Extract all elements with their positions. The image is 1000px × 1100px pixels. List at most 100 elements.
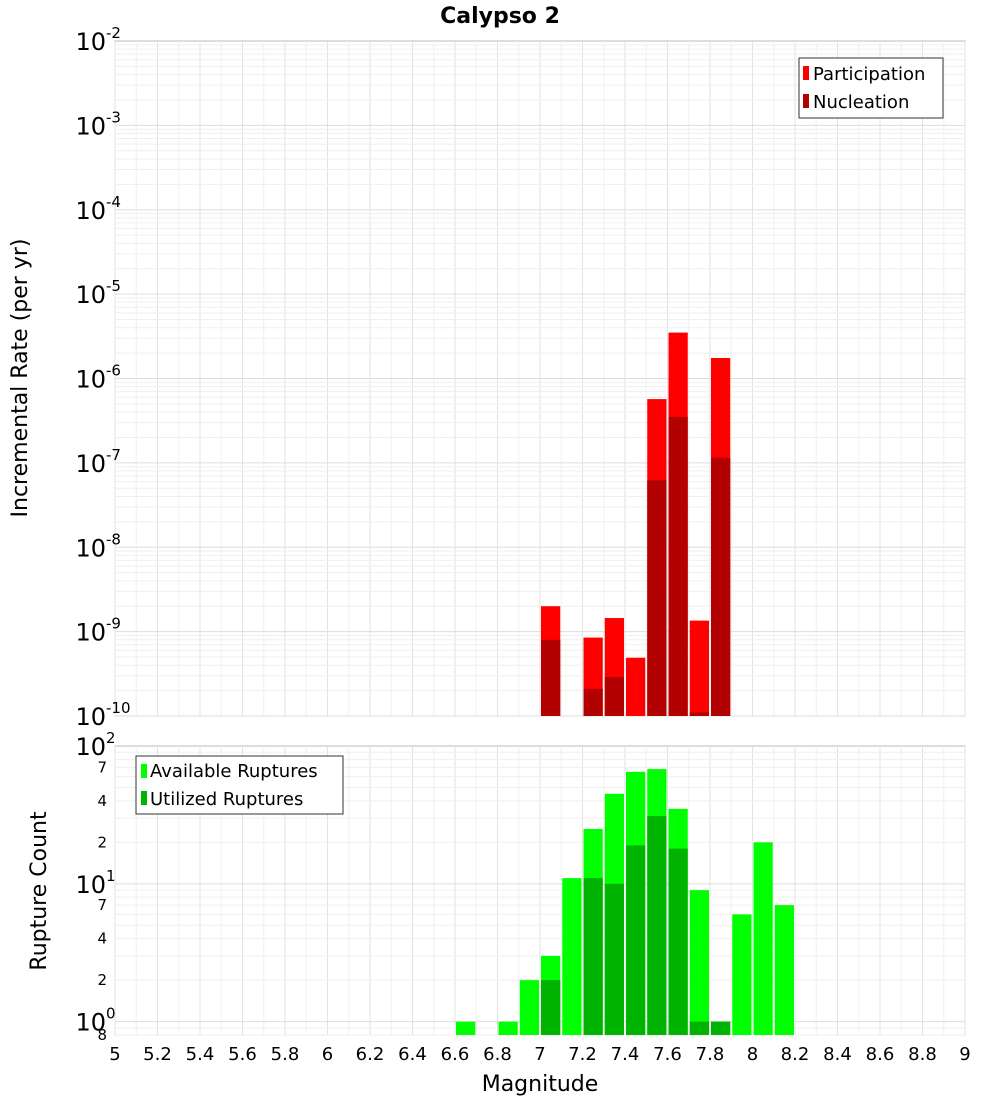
bottom-y-tick-label: 10 [75, 1009, 106, 1037]
x-tick-label: 7.8 [696, 1044, 725, 1065]
available-ruptures-legend-swatch [141, 764, 147, 778]
top-y-tick-label: 10 [75, 281, 106, 309]
x-tick-label: 8.8 [908, 1044, 937, 1065]
bottom-available-ruptures-bar [519, 980, 539, 1035]
top-y-tick-label: 10 [75, 112, 106, 140]
x-tick-label: 8.6 [866, 1044, 895, 1065]
top-nucleation-bar [689, 712, 709, 716]
top-y-tick-label: 10 [75, 28, 106, 56]
top-y-tick-exponent: -9 [106, 615, 121, 633]
top-y-tick-exponent: -10 [106, 699, 131, 717]
bottom-y-minor-tick-label: 2 [97, 971, 107, 989]
bottom-legend: Available Ruptures Utilized Ruptures [135, 755, 344, 815]
top-participation-bar [689, 620, 709, 716]
x-tick-label: 6.4 [398, 1044, 427, 1065]
x-tick-label: 7.2 [568, 1044, 597, 1065]
top-nucleation-bar [711, 457, 731, 716]
x-tick-labels: 5 5.2 5.4 5.6 5.8 6 6.2 6.4 6.6 6.8 7 7.2 7.4 7.6 7.8 8… [109, 1044, 970, 1065]
top-nucleation-bar [668, 416, 688, 716]
bottom-utilized-ruptures-bar [647, 816, 667, 1035]
bottom-available-ruptures-bar [456, 1021, 476, 1035]
top-y-tick-label: 10 [75, 197, 106, 225]
nucleation-legend-swatch [803, 94, 809, 108]
top-participation-bar [626, 657, 646, 716]
top-y-tick-exponent: -8 [106, 530, 121, 548]
bottom-available-ruptures-bar [732, 914, 752, 1035]
top-y-tick-label: 10 [75, 534, 106, 562]
bottom-y-minor-tick-label: 7 [97, 758, 107, 776]
x-tick-label: 8.4 [823, 1044, 852, 1065]
top-y-tick-label: 10 [75, 703, 106, 731]
top-y-tick-label: 10 [75, 366, 106, 394]
chart-title: Calypso 2 [440, 4, 560, 29]
top-bars [541, 332, 731, 716]
bottom-y-minor-tick-label: 2 [97, 833, 107, 851]
bottom-utilized-ruptures-bar [689, 1021, 709, 1035]
bottom-y-axis-label: Rupture Count [27, 811, 52, 971]
bottom-available-ruptures-bar [689, 890, 709, 1035]
bottom-y-tick-exponent: 1 [106, 867, 116, 885]
bottom-y-tick-exponent: 0 [106, 1005, 116, 1023]
top-nucleation-bar [604, 676, 624, 716]
top-y-axis-label: Incremental Rate (per yr) [8, 239, 33, 518]
x-tick-label: 6.8 [483, 1044, 512, 1065]
bottom-y-minor-tick-label: 4 [97, 930, 107, 948]
top-y-tick-label: 10 [75, 619, 106, 647]
participation-legend-swatch [803, 66, 809, 80]
bottom-utilized-ruptures-bar [711, 1021, 731, 1035]
x-tick-label: 5.2 [143, 1044, 172, 1065]
available-ruptures-legend-label: Available Ruptures [150, 761, 318, 782]
utilized-ruptures-legend-swatch [141, 791, 147, 805]
top-y-tick-label: 10 [75, 450, 106, 478]
top-panel: 10-210-310-410-510-610-710-810-910-10 In… [8, 24, 966, 731]
bottom-y-minor-tick-label: 7 [97, 896, 107, 914]
bottom-y-minor-tick-label: 4 [97, 792, 107, 810]
utilized-ruptures-legend-label: Utilized Ruptures [150, 789, 303, 810]
top-nucleation-bar [647, 480, 667, 716]
top-y-tick-labels: 10-210-310-410-510-610-710-810-910-10 [75, 24, 130, 731]
bottom-available-ruptures-bar [498, 1021, 518, 1035]
bottom-available-ruptures-bar [562, 878, 582, 1035]
bottom-y-minor-tick-label: 8 [97, 1026, 107, 1044]
x-tick-label: 6.6 [441, 1044, 470, 1065]
x-tick-label: 5.4 [186, 1044, 215, 1065]
top-y-tick-exponent: -6 [106, 362, 121, 380]
x-tick-label: 7.6 [653, 1044, 682, 1065]
x-tick-label: 8 [747, 1044, 758, 1065]
bottom-utilized-ruptures-bar [541, 980, 561, 1035]
x-tick-label: 7 [534, 1044, 545, 1065]
top-nucleation-bar [583, 688, 603, 716]
x-tick-label: 5.8 [271, 1044, 300, 1065]
bottom-utilized-ruptures-bar [583, 878, 603, 1035]
x-tick-label: 5 [109, 1044, 120, 1065]
bottom-utilized-ruptures-bar [668, 848, 688, 1035]
x-tick-label: 6 [322, 1044, 333, 1065]
bottom-available-ruptures-bar [753, 842, 773, 1035]
top-y-tick-exponent: -7 [106, 446, 121, 464]
participation-legend-label: Participation [813, 64, 925, 85]
x-axis-label: Magnitude [482, 1072, 599, 1097]
x-tick-label: 5.6 [228, 1044, 257, 1065]
top-y-tick-exponent: -4 [106, 193, 121, 211]
top-nucleation-bar [541, 639, 561, 716]
bottom-y-tick-exponent: 2 [106, 729, 116, 747]
bottom-available-ruptures-bar [774, 905, 794, 1035]
bottom-legend-box [135, 755, 344, 815]
bottom-utilized-ruptures-bar [626, 845, 646, 1035]
top-legend: Participation Nucleation [798, 57, 944, 119]
top-y-tick-exponent: -3 [106, 108, 121, 126]
bottom-bars [456, 769, 794, 1035]
top-legend-box [798, 57, 944, 119]
top-y-tick-exponent: -5 [106, 277, 121, 295]
top-gridlines [114, 41, 966, 717]
x-tick-label: 9 [959, 1044, 970, 1065]
bottom-y-tick-label: 10 [75, 733, 106, 761]
bottom-utilized-ruptures-bar [604, 883, 624, 1035]
x-tick-label: 6.2 [356, 1044, 385, 1065]
x-tick-label: 7.4 [611, 1044, 640, 1065]
nucleation-legend-label: Nucleation [813, 92, 909, 113]
top-y-tick-exponent: -2 [106, 24, 121, 42]
